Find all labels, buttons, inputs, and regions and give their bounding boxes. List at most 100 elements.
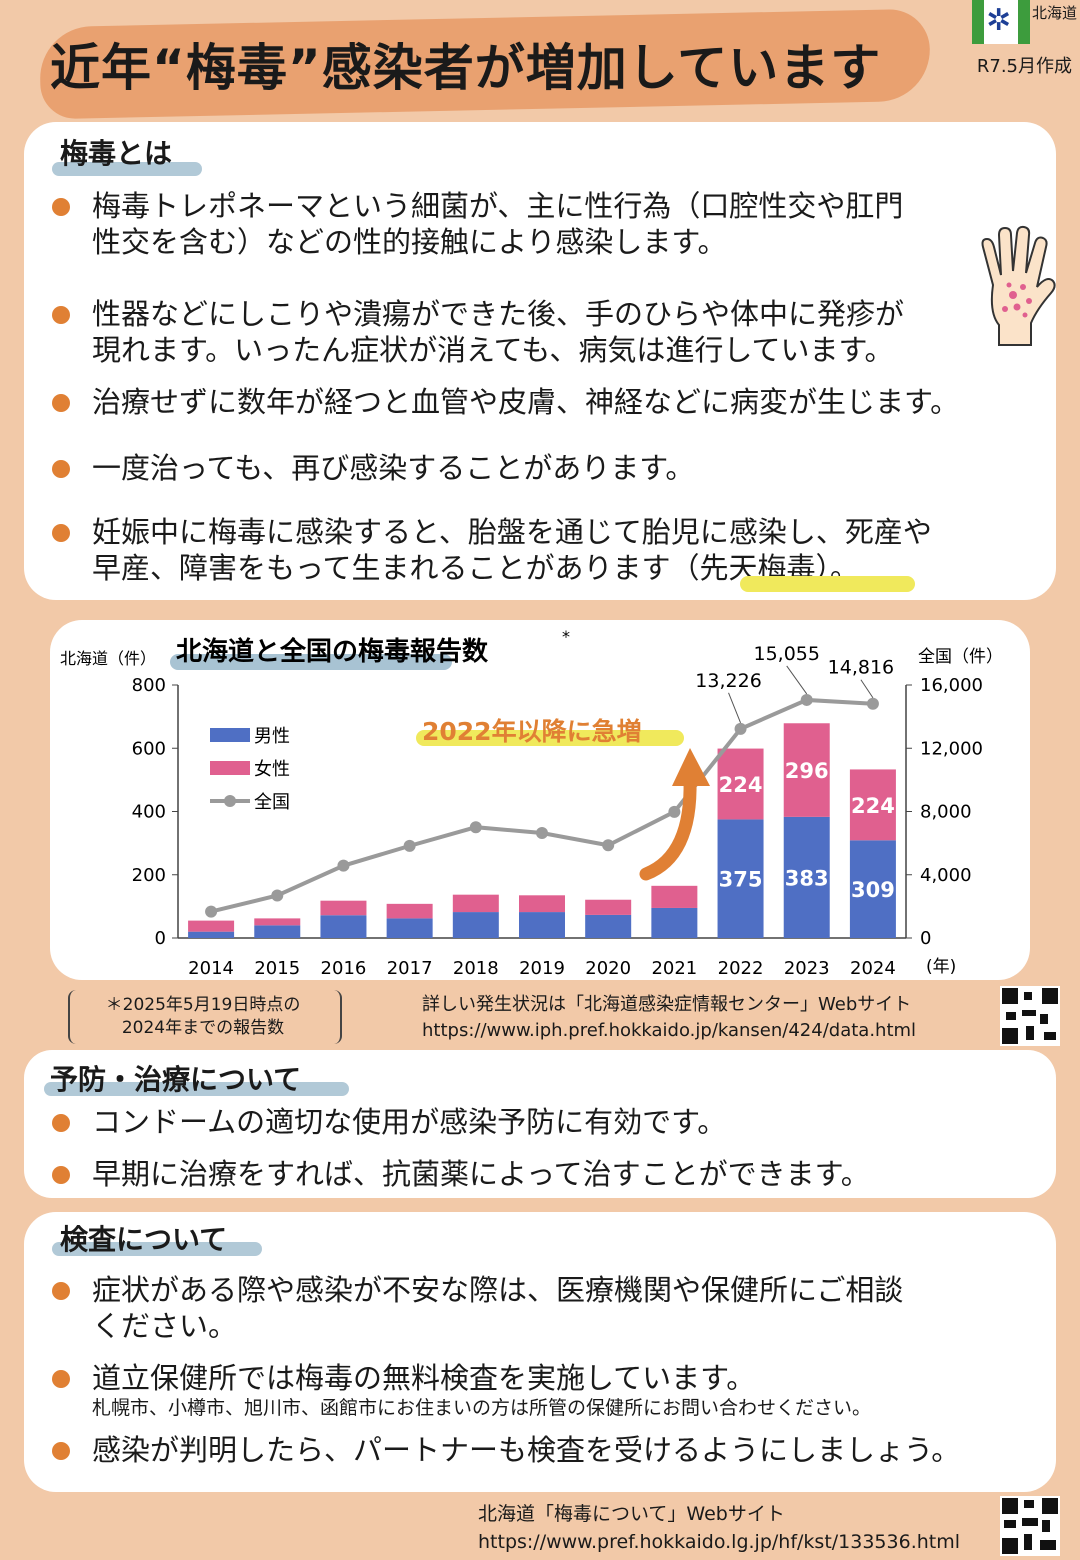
list-item-text: 梅毒トレポネーマという細菌が、主に性行為（口腔性交や肛門: [92, 189, 904, 223]
bullet-dot: [52, 1114, 70, 1132]
x-tick-label: 2014: [188, 958, 234, 979]
list-item: 妊娠中に梅毒に感染すると、胎盤を通じて胎児に感染し、死産や 早産、障害をもって生…: [52, 514, 932, 586]
left-axis-label: 北海道（件）: [60, 649, 156, 668]
x-axis-unit: (年): [926, 957, 956, 977]
list-item: 一度治っても、再び感染することがあります。: [52, 450, 694, 486]
bar-label-male: 383: [785, 866, 829, 890]
logo-stripe-right: [1018, 0, 1030, 44]
bar-female: [519, 895, 565, 913]
list-item-text: 一度治っても、再び感染することがあります。: [92, 451, 695, 485]
left-tick-label: 200: [132, 865, 166, 886]
x-tick-label: 2015: [254, 958, 300, 979]
list-item-text: 性器などにしこりや潰瘍ができた後、手のひらや体中に発疹が: [92, 297, 905, 331]
footer-url-link[interactable]: https://www.pref.hokkaido.lg.jp/hf/kst/1…: [478, 1531, 961, 1553]
about-panel: [24, 122, 1056, 600]
legend-swatch-point: [224, 795, 236, 807]
x-tick-label: 2017: [387, 958, 433, 979]
national-point: [536, 826, 548, 839]
testing-list: 症状がある際や感染が不安な際は、医療機関や保健所にご相談 ください。 道立保健所…: [52, 1272, 1042, 1482]
bullet-dot: [52, 1442, 70, 1460]
list-item: コンドームの適切な使用が感染予防に有効です。: [52, 1104, 726, 1140]
x-tick-label: 2021: [651, 958, 697, 979]
x-tick-label: 2023: [784, 958, 830, 979]
qr-code-icon[interactable]: [1000, 1496, 1060, 1556]
right-tick-label: 8,000: [920, 802, 972, 823]
source-text: 詳しい発生状況は「北海道感染症情報センター」Webサイト: [422, 994, 912, 1015]
right-axis-label: 全国（件）: [918, 647, 1003, 667]
national-point: [866, 697, 879, 710]
bar-female: [783, 723, 830, 817]
x-tick-label: 2020: [585, 958, 631, 979]
bar-male: [386, 918, 433, 938]
footer-label: 北海道「梅毒について」Webサイト: [478, 1503, 785, 1525]
list-item: 早期に治療をすれば、抗菌薬によって治すことができます。: [52, 1156, 870, 1192]
highlight-underline: [740, 576, 915, 592]
bar-female: [452, 894, 499, 913]
bar-female: [254, 918, 301, 926]
chart-svg: 北海道と全国の梅毒報告数 * 北海道（件） 全国（件） (年) 800 600 400 200 0…: [60, 627, 1003, 979]
title-underline: [170, 654, 452, 670]
list-item-text: 現れます。いったん症状が消えても、病気は進行しています。: [92, 333, 894, 367]
line-value-label: 15,055: [753, 643, 819, 665]
hand-rash-icon: [981, 225, 1056, 346]
created-date: R7.5月作成: [976, 56, 1072, 77]
list-item-text: 早期に治療をすれば、抗菌薬によって治すことができます。: [92, 1157, 870, 1191]
bar-female: [849, 769, 896, 841]
bullet-dot: [52, 1166, 70, 1184]
bar-female: [585, 899, 632, 915]
national-point: [205, 905, 218, 918]
x-tick-label: 2024: [850, 958, 896, 979]
source-url-link[interactable]: https://www.iph.pref.hokkaido.jp/kansen/…: [422, 1020, 917, 1041]
legend-label: 女性: [254, 759, 290, 780]
legend-swatch: [210, 728, 250, 742]
list-item-text: 早産、障害をもって生まれることがあります（先天梅毒）。: [92, 551, 860, 585]
x-tick-label: 2016: [321, 958, 367, 979]
list-item-text: 症状がある際や感染が不安な際は、医療機関や保健所にご相談: [92, 1273, 904, 1307]
left-tick-label: 400: [132, 802, 166, 823]
bullet-dot: [52, 524, 70, 542]
up-arrow-icon: [639, 773, 697, 881]
legend-label: 全国: [254, 792, 290, 813]
right-tick-label: 16,000: [920, 675, 983, 696]
prefecture-name: 北海道: [1032, 4, 1078, 22]
prevention-heading: 予防・治療について: [50, 1063, 302, 1096]
about-list: 梅毒トレポネーマという細菌が、主に性行為（口腔性交や肛門 性交を含む）などの性的…: [52, 188, 1012, 608]
bullet-dot: [52, 306, 70, 324]
x-tick-label: 2019: [519, 958, 565, 979]
bar-male: [783, 816, 830, 938]
right-tick-label: 12,000: [920, 738, 983, 759]
testing-panel: [24, 1212, 1056, 1492]
bar-male: [585, 914, 632, 938]
bar-male: [188, 931, 235, 938]
list-item: 梅毒トレポネーマという細菌が、主に性行為（口腔性交や肛門 性交を含む）などの性的…: [52, 188, 903, 260]
line-value-label: 14,816: [828, 657, 894, 679]
line-label-leader: [786, 665, 808, 695]
chart-title: 北海道と全国の梅毒報告数: [176, 636, 489, 667]
list-item-text: ください。: [92, 1309, 238, 1343]
national-point: [469, 821, 482, 834]
bar-label-female: 224: [719, 773, 763, 797]
list-item-text: コンドームの適切な使用が感染予防に有効です。: [92, 1105, 727, 1139]
qr-code-icon[interactable]: [1000, 986, 1060, 1046]
heading-underline: [52, 162, 202, 176]
bar-male: [519, 912, 565, 938]
bar-female: [651, 885, 698, 908]
legend-swatch: [210, 761, 250, 775]
left-tick-label: 600: [132, 738, 166, 759]
logo-star-icon: ✲: [986, 3, 1012, 38]
bar-male: [254, 925, 301, 938]
list-item-text: 妊娠中に梅毒に感染すると、胎盤を通じて胎児に感染し、死産や: [92, 515, 932, 549]
bar-label-male: 375: [719, 868, 763, 892]
national-point: [337, 859, 350, 872]
national-point: [271, 889, 284, 902]
heading-underline: [44, 1082, 349, 1096]
source-info: 詳しい発生状況は「北海道感染症情報センター」Webサイト https://www…: [422, 992, 916, 1044]
up-arrow-head-icon: [672, 748, 710, 786]
legend-label: 男性: [254, 726, 290, 747]
line-label-leader: [728, 692, 742, 724]
right-tick-label: 0: [920, 928, 931, 949]
annotation-highlight: [416, 730, 684, 746]
prevention-panel: [24, 1050, 1056, 1198]
about-heading: 梅毒とは: [60, 137, 173, 170]
bullet-dot: [52, 198, 70, 216]
